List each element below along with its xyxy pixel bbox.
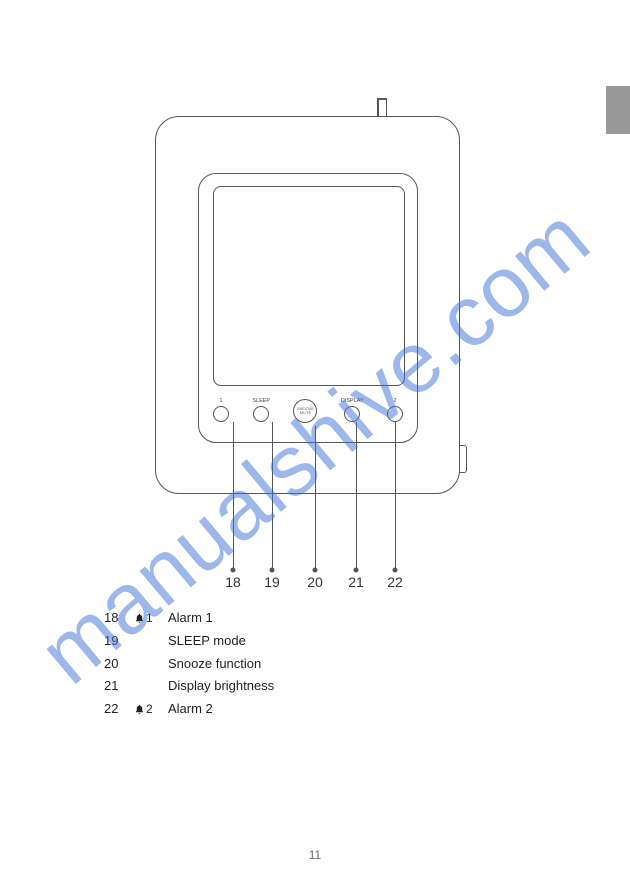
- legend-symbol: 2: [134, 699, 160, 720]
- button-display: DISPLAY: [341, 398, 364, 422]
- button-label: 1: [219, 398, 222, 404]
- button-sleep: SLEEP: [252, 398, 270, 422]
- legend-item: 18 1 Alarm 1: [104, 608, 524, 629]
- legend-item: 20 Snooze function: [104, 654, 524, 675]
- legend-number: 21: [104, 676, 126, 697]
- legend-symbol: 1: [134, 608, 160, 629]
- page-edge-tab: [606, 86, 630, 134]
- callout-dot-icon: [270, 568, 275, 573]
- legend-icon-suffix: 1: [146, 609, 153, 628]
- callout-number: 20: [307, 574, 323, 590]
- button-alarm-1: 1: [213, 398, 229, 422]
- button-label: SLEEP: [252, 398, 270, 404]
- legend-text: Alarm 1: [168, 608, 213, 629]
- button-circle-icon: [344, 406, 360, 422]
- callout-line: [315, 426, 316, 570]
- legend-text: Alarm 2: [168, 699, 213, 720]
- device-face: 1 SLEEP SNOOZE MUTE DISPLAY: [198, 173, 418, 443]
- callout-line: [233, 422, 234, 570]
- callout-number: 19: [264, 574, 280, 590]
- callout-dot-icon: [231, 568, 236, 573]
- legend-text: Display brightness: [168, 676, 274, 697]
- legend-item: 21 Display brightness: [104, 676, 524, 697]
- button-label: DISPLAY: [341, 398, 364, 404]
- callout-line: [356, 422, 357, 570]
- legend-symbol: [134, 631, 160, 652]
- button-circle-icon: [213, 406, 229, 422]
- callout-dot-icon: [354, 568, 359, 573]
- callout-line: [395, 422, 396, 570]
- button-circle-icon: [387, 406, 403, 422]
- legend-number: 20: [104, 654, 126, 675]
- bell-icon: [134, 704, 145, 715]
- legend-symbol: [134, 654, 160, 675]
- legend-number: 19: [104, 631, 126, 652]
- bell-icon: [134, 613, 145, 624]
- legend-item: 19 SLEEP mode: [104, 631, 524, 652]
- callout-number: 22: [387, 574, 403, 590]
- button-alarm-2: 2: [387, 398, 403, 422]
- legend-symbol: [134, 676, 160, 697]
- callout-number: 21: [348, 574, 364, 590]
- device-diagram: 1 SLEEP SNOOZE MUTE DISPLAY: [155, 96, 475, 521]
- button-snooze-mute: SNOOZE MUTE: [293, 397, 317, 423]
- button-circle-big-icon: SNOOZE MUTE: [293, 399, 317, 423]
- button-label: 2: [393, 398, 396, 404]
- button-circle-icon: [253, 406, 269, 422]
- legend-icon-suffix: 2: [146, 700, 153, 719]
- legend-number: 22: [104, 699, 126, 720]
- callout-dot-icon: [313, 568, 318, 573]
- callout-line: [272, 422, 273, 570]
- legend-text: SLEEP mode: [168, 631, 246, 652]
- callout-lines: 18 19 20 21 22: [211, 422, 403, 588]
- callout-number: 18: [225, 574, 241, 590]
- device-screen: [213, 186, 405, 386]
- legend-text: Snooze function: [168, 654, 261, 675]
- legend-list: 18 1 Alarm 1 19 SLEEP mode 20 Snooze fun…: [104, 608, 524, 722]
- legend-item: 22 2 Alarm 2: [104, 699, 524, 720]
- page-number: 11: [0, 848, 630, 862]
- legend-number: 18: [104, 608, 126, 629]
- antenna-icon: [375, 98, 389, 118]
- side-port-icon: [459, 445, 467, 473]
- callout-dot-icon: [393, 568, 398, 573]
- page: manualshive.com 1 SLEEP: [0, 0, 630, 892]
